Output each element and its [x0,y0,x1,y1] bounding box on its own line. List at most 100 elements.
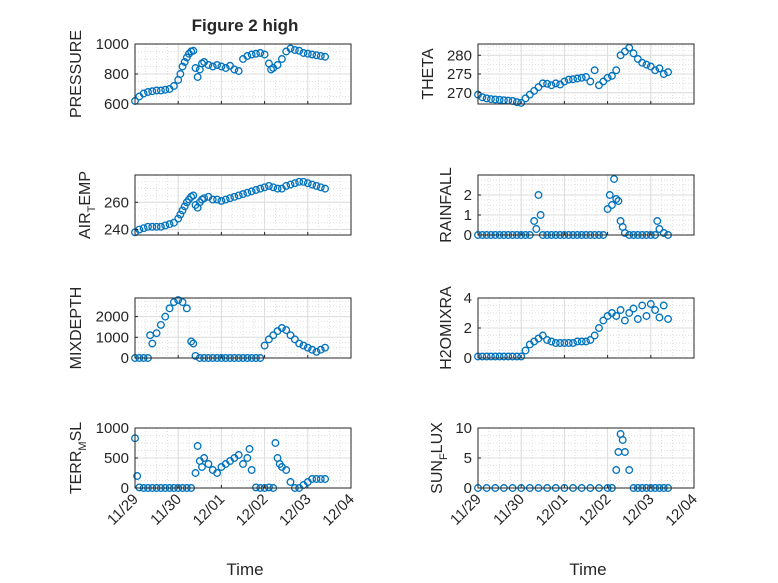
data-point [512,98,521,107]
data-point [193,73,202,81]
data-point [616,306,625,314]
data-point [180,202,189,211]
data-point [256,49,265,57]
data-point [618,436,627,444]
data-point [290,179,299,188]
data-point [573,337,582,346]
subplot-h2omixra: 0 2 4 H2OMIXRA [438,286,695,370]
data-point [655,64,664,73]
data-point [308,345,317,354]
data-point [642,312,651,320]
y-tick-label: 0 [464,227,472,244]
x-axis-label-right: Time [569,560,606,579]
x-tick-label: 11/29 [104,491,142,529]
data-point [655,313,664,322]
data-point [260,341,269,350]
data-point [156,86,165,95]
y-tick-label: 800 [104,66,129,83]
subplot-theta: 270 275 280 THETA [420,43,695,107]
data-point [308,180,317,189]
data-point [599,77,608,86]
data-point [612,312,621,320]
y-tick-label: 4 [464,290,472,307]
data-point [282,466,291,474]
data-point [504,352,513,361]
y-axis-label: AIRTEMP [77,171,98,239]
data-point [612,195,621,203]
data-point [269,183,278,192]
data-point [264,335,273,344]
data-point [491,95,500,104]
data-point [169,218,178,227]
data-point [176,210,185,219]
data-point [651,66,660,75]
data-point [664,315,673,323]
data-point [178,206,187,215]
data-point [256,184,265,193]
y-tick-label: 280 [447,47,472,64]
data-point [316,345,325,354]
data-point [582,337,590,346]
data-point [547,337,556,346]
data-point [243,454,252,462]
data-point [200,454,209,462]
data-point [534,83,543,92]
data-point [277,55,286,63]
data-point [269,331,278,340]
data-point [603,205,612,213]
y-tick-label: 5 [464,450,472,467]
data-point [625,466,634,474]
data-point [282,326,291,335]
data-point [234,67,243,75]
data-point [620,448,629,456]
data-point [208,62,217,71]
data-point [560,339,569,347]
data-point [165,304,174,313]
data-point [547,81,556,90]
data-point [603,73,612,82]
y-tick-label: 600 [104,96,129,113]
data-point [174,296,183,305]
x-tick-label: 11/30 [147,491,185,529]
y-axis-label: RAINFALL [438,167,455,243]
data-point [532,225,541,233]
data-point [638,301,647,310]
data-point [247,187,256,196]
data-point [169,82,178,90]
y-tick-label: 10 [455,420,472,437]
data-point [234,451,243,459]
data-point [612,466,621,474]
data-point [517,98,526,107]
data-point [139,224,148,233]
data-point [189,339,198,348]
y-tick-label: 260 [104,194,129,211]
data-point [659,229,668,237]
y-tick-label: 2000 [96,309,129,326]
data-point [543,79,552,88]
data-point [135,483,144,492]
data-point [303,179,312,188]
data-point [148,222,157,231]
x-tick-label: 12/03 [619,491,658,530]
data-point [629,304,638,313]
x-tick-label: 12/03 [276,491,315,530]
data-point [491,352,500,361]
data-point [144,222,152,231]
data-point [573,74,582,83]
data-point [538,79,547,88]
data-point [204,460,213,468]
data-point [612,66,621,75]
data-point [252,483,260,492]
x-tick-label: 12/02 [576,491,615,530]
data-point [629,49,638,58]
y-axis-label: TERRMSL [68,422,89,494]
data-point [642,60,651,69]
data-point [543,336,552,344]
data-point [321,343,330,352]
data-point [198,463,206,471]
data-point [295,339,304,348]
data-point [286,44,295,53]
data-point [165,220,174,229]
data-point [273,184,282,193]
